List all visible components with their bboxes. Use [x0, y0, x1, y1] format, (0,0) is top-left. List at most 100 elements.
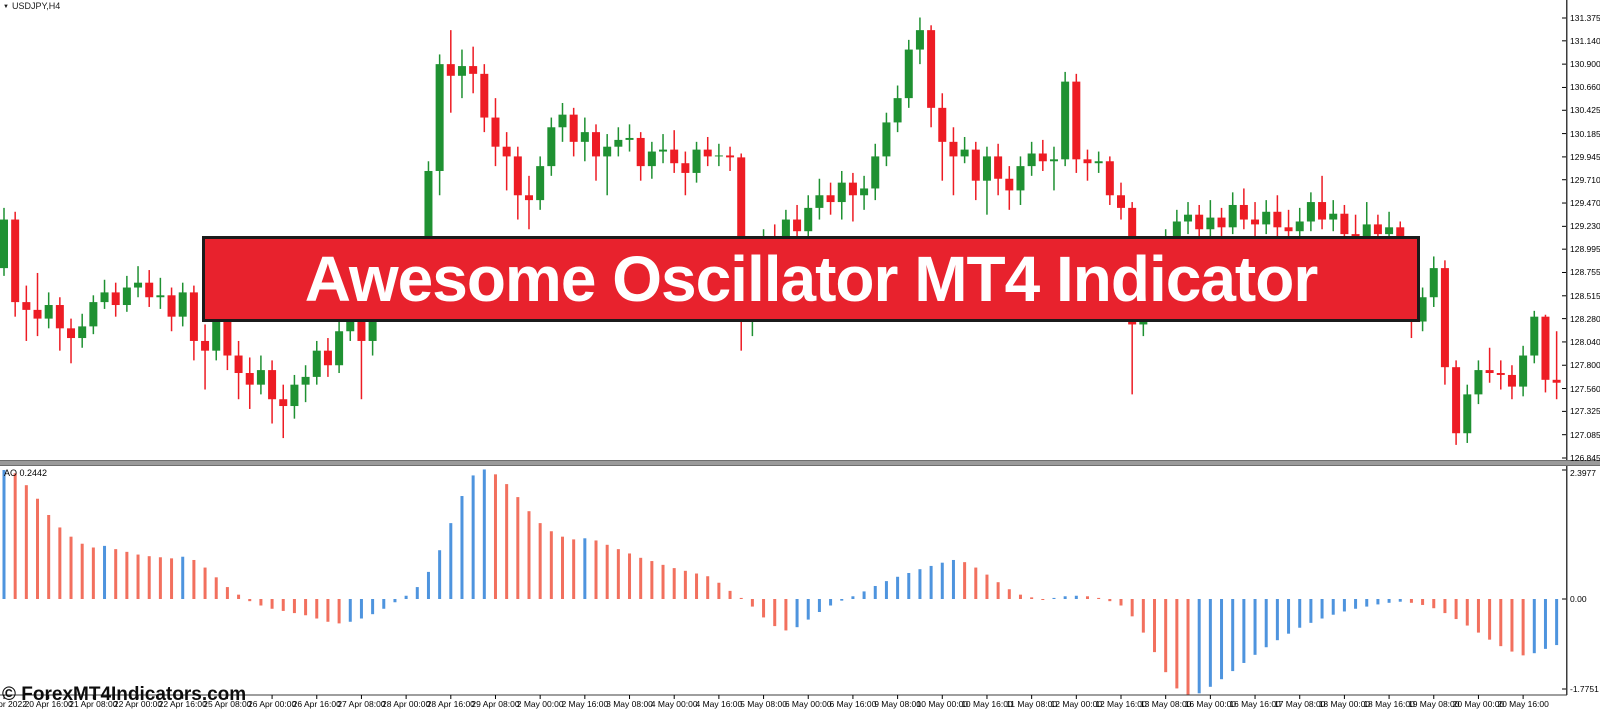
time-axis-label: 11 May 08:00 [1006, 699, 1058, 709]
axes [0, 0, 1568, 699]
ao-bar [1331, 599, 1335, 615]
candle [245, 357, 254, 409]
ao-bar [1432, 599, 1436, 609]
candle [1418, 287, 1427, 332]
candle [1016, 156, 1025, 205]
candle [904, 39, 913, 108]
ao-bar [1164, 599, 1168, 673]
ao-bar [1018, 594, 1022, 599]
candle [1496, 360, 1505, 390]
candle [1184, 202, 1193, 235]
ao-bar [259, 599, 263, 606]
ao-bar [1387, 599, 1391, 603]
ao-bar [683, 570, 687, 599]
ao-bar [896, 576, 900, 599]
ao-bar [371, 599, 375, 615]
ao-bar [58, 527, 62, 599]
ao-bar [829, 599, 833, 606]
ao-bar [851, 596, 855, 599]
ao-bar [594, 540, 598, 599]
candle [1474, 360, 1483, 405]
ao-bar [1108, 599, 1112, 602]
ao-bar [929, 565, 933, 599]
time-axis-label: 20 May 16:00 [1497, 699, 1549, 709]
candle [323, 338, 332, 377]
ao-bar [292, 599, 296, 614]
candle [1251, 202, 1260, 238]
ao-bar [762, 599, 766, 618]
time-axis-label: 18 May 00:00 [1318, 699, 1371, 709]
ao-bar [438, 550, 442, 599]
candle [1318, 175, 1327, 230]
candle [793, 204, 802, 249]
candle [145, 270, 154, 307]
ao-bar [158, 557, 162, 599]
ao-bar [1186, 599, 1190, 696]
candle [435, 54, 444, 196]
ao-bar [315, 599, 319, 619]
ao-bar [1465, 599, 1469, 626]
ao-bar [1287, 599, 1291, 634]
candle [893, 85, 902, 133]
price-axis-label: 128.995 [1570, 244, 1600, 255]
indicator-axis-label: 2.3977 [1570, 468, 1596, 478]
candle [44, 292, 53, 329]
candle [279, 384, 288, 439]
candle [860, 175, 869, 210]
ao-bar [237, 594, 241, 599]
ao-bar [1153, 599, 1157, 653]
ao-bar [147, 556, 151, 599]
time-axis-label: 12 May 00:00 [1050, 699, 1103, 709]
time-axis-label: 5 May 08:00 [740, 699, 787, 709]
title-banner: Awesome Oscillator MT4 Indicator [202, 236, 1420, 322]
indicator-axis-label: 0.00 [1570, 594, 1587, 604]
ao-bar [706, 576, 710, 599]
ao-bar [1197, 599, 1201, 694]
ao-bar [103, 545, 107, 599]
candle [536, 156, 545, 210]
ao-bar [1130, 599, 1134, 617]
candle [882, 112, 891, 167]
price-axis-label: 131.375 [1570, 13, 1600, 23]
time-axis-label: 10 May 16:00 [961, 699, 1013, 709]
ao-bar [672, 568, 676, 599]
panel-separator[interactable] [0, 460, 1600, 466]
time-axis-label: 6 May 00:00 [784, 699, 832, 709]
candle [1005, 166, 1014, 210]
price-axis-label: 130.660 [1570, 82, 1600, 93]
ao-bar [1275, 599, 1279, 641]
ao-bar [661, 564, 665, 599]
candle [491, 98, 500, 167]
time-axis-label: 9 May 08:00 [874, 699, 921, 709]
time-axis-label: 12 May 16:00 [1095, 699, 1147, 709]
ao-bar [773, 599, 777, 627]
ao-bar [1499, 599, 1503, 647]
candle [22, 285, 31, 341]
ao-bar [985, 574, 989, 599]
ao-bar [270, 599, 274, 609]
candle [100, 279, 109, 309]
ao-bar [1063, 596, 1067, 599]
candle [78, 313, 87, 348]
time-axis-label: 21 Apr 08:00 [69, 699, 118, 709]
candle [11, 211, 20, 317]
candle [1507, 365, 1516, 400]
candle [1452, 360, 1461, 445]
ao-bar [1175, 599, 1179, 689]
ao-bar [1543, 599, 1547, 649]
candle [1072, 73, 1081, 173]
ao-bar [1376, 599, 1380, 605]
ao-bar [1365, 599, 1369, 607]
ao-bar [393, 599, 397, 603]
ao-bar [248, 599, 252, 602]
price-axis-label: 126.845 [1570, 452, 1600, 463]
ao-bar [404, 595, 408, 599]
ao-bar [918, 569, 922, 599]
ao-bar [47, 514, 51, 599]
candle [513, 146, 522, 220]
ao-bar [426, 571, 430, 599]
candle [1228, 192, 1237, 235]
ao-bar [1141, 599, 1145, 633]
ao-bar [1532, 599, 1536, 654]
candle [670, 130, 679, 173]
